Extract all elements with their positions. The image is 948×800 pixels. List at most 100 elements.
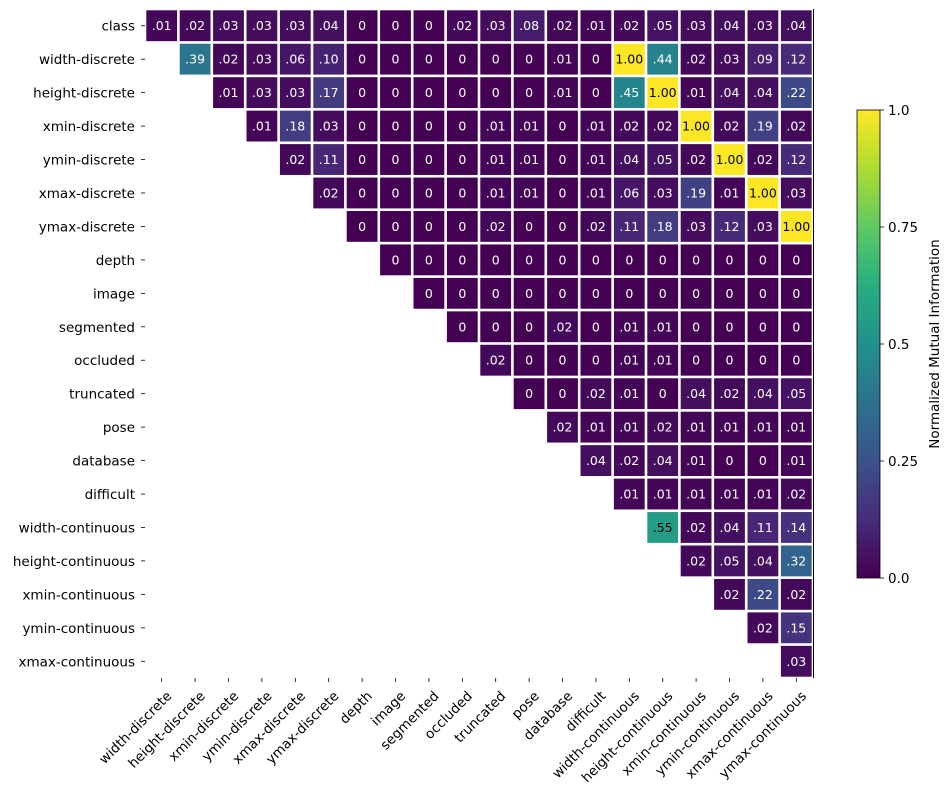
heatmap-cell	[714, 77, 745, 109]
cell-value-label: .32	[786, 553, 806, 568]
heatmap-cell	[714, 578, 745, 610]
heatmap-cell	[346, 77, 378, 109]
heatmap-cell	[380, 244, 411, 276]
cell-value-label: .01	[252, 119, 272, 134]
cell-value-label: .03	[653, 185, 673, 200]
heatmap-cell	[313, 177, 345, 209]
heatmap-cell	[480, 110, 512, 142]
heatmap-cell	[613, 177, 645, 209]
row-label: height-continuous	[13, 554, 135, 570]
heatmap-cell	[680, 411, 712, 443]
heatmap-cell	[513, 378, 545, 410]
cell-value-label: 1.00	[716, 152, 744, 167]
heatmap-cell	[446, 10, 478, 42]
heatmap-cell	[780, 144, 812, 175]
heatmap-cell	[413, 244, 445, 276]
row-label: ymin-discrete	[43, 153, 135, 169]
row-label: xmin-discrete	[43, 119, 135, 135]
cell-value-label: .45	[619, 85, 639, 100]
cell-value-label: .19	[686, 185, 706, 200]
heatmap-cell	[547, 144, 578, 175]
heatmap-cell	[714, 144, 745, 175]
cell-value-label: .02	[786, 587, 806, 602]
row-label: difficult	[85, 487, 135, 503]
cell-value-label: 0	[492, 252, 500, 267]
cell-value-label: .01	[786, 453, 806, 468]
heatmap-cell	[313, 110, 345, 142]
heatmap-cell	[647, 311, 679, 343]
heatmap-cell	[747, 43, 779, 75]
heatmap-cell	[279, 144, 311, 175]
heatmap-cell	[647, 445, 679, 476]
cell-value-label: 0	[559, 119, 567, 134]
cell-value-label: .03	[786, 654, 806, 669]
cell-value-label: 0	[492, 52, 500, 67]
heatmap-cell	[513, 77, 545, 109]
heatmap-cell	[246, 10, 278, 42]
cell-value-label: .01	[619, 487, 639, 502]
heatmap-cell	[647, 110, 679, 142]
heatmap-cell	[547, 43, 578, 75]
cell-value-label: .03	[786, 185, 806, 200]
cell-value-label: .01	[786, 420, 806, 435]
heatmap-cell	[613, 244, 645, 276]
heatmap-cell	[613, 277, 645, 309]
cell-value-label: .02	[452, 18, 472, 33]
cell-value-label: .11	[753, 520, 773, 535]
heatmap-cell	[680, 43, 712, 75]
heatmap-cell	[714, 10, 745, 42]
cell-value-label: 0	[692, 319, 700, 334]
cell-value-label: .11	[619, 219, 639, 234]
heatmap-cell	[747, 244, 779, 276]
row-label: xmax-discrete	[39, 186, 135, 202]
cell-value-label: .05	[653, 152, 673, 167]
heatmap-cell	[780, 211, 812, 242]
heatmap-cell	[780, 478, 812, 510]
heatmap-cell	[380, 77, 411, 109]
cell-value-label: .01	[653, 319, 673, 334]
cell-value-label: 0	[425, 219, 433, 234]
cell-value-label: .02	[686, 520, 706, 535]
heatmap-cell	[279, 77, 311, 109]
row-label: class	[101, 19, 135, 35]
cell-value-label: .04	[653, 453, 673, 468]
cell-value-label: .01	[753, 420, 773, 435]
cell-value-label: 0	[392, 52, 400, 67]
heatmap-cell	[246, 77, 278, 109]
cell-value-label: .01	[486, 185, 506, 200]
heatmap-cell	[313, 144, 345, 175]
cell-value-label: .02	[686, 152, 706, 167]
heatmap-cell	[580, 277, 612, 309]
heatmap-cell	[213, 77, 244, 109]
cell-value-label: .05	[786, 386, 806, 401]
heatmap-cell	[780, 612, 812, 644]
heatmap-cell	[780, 445, 812, 476]
heatmap-cell	[413, 77, 445, 109]
cell-value-label: 0	[358, 85, 366, 100]
cell-value-label: .06	[619, 185, 639, 200]
heatmap-cell	[714, 211, 745, 242]
heatmap-cell	[513, 10, 545, 42]
cell-value-label: .03	[252, 85, 272, 100]
heatmap-cell	[580, 445, 612, 476]
cell-value-label: .02	[720, 587, 740, 602]
heatmap-cell	[213, 10, 244, 42]
cell-value-label: .55	[653, 520, 673, 535]
cell-value-label: .12	[786, 152, 806, 167]
cell-value-label: 0	[592, 52, 600, 67]
cell-value-label: .03	[319, 119, 339, 134]
heatmap-cell	[580, 177, 612, 209]
row-label: pose	[103, 420, 135, 436]
cell-value-label: .03	[753, 18, 773, 33]
cell-value-label: .01	[720, 420, 740, 435]
cell-value-label: 0	[726, 252, 734, 267]
cell-value-label: .02	[686, 52, 706, 67]
heatmap-cell	[714, 445, 745, 476]
cell-value-label: 0	[592, 85, 600, 100]
heatmap-cell	[647, 344, 679, 376]
cell-value-label: 0	[458, 286, 466, 301]
heatmap-cell	[580, 344, 612, 376]
heatmap-cell	[780, 512, 812, 543]
cell-value-label: .04	[586, 453, 606, 468]
colorbar-tick-label: 1.0	[888, 103, 909, 119]
